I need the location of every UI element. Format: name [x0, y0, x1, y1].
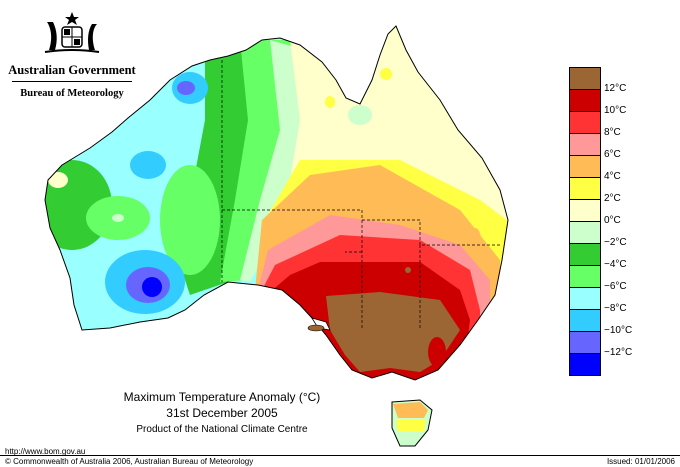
- legend-swatch: [570, 178, 600, 200]
- map-title: Maximum Temperature Anomaly (°C): [123, 390, 321, 404]
- legend-label: −4°C: [604, 259, 627, 270]
- issued-date: Issued: 01/01/2006: [606, 457, 675, 466]
- legend-swatch: [570, 112, 600, 134]
- legend-swatch: [570, 200, 600, 222]
- legend-label: 12°C: [604, 83, 627, 94]
- legend-swatch: [570, 266, 600, 288]
- bureau-name: Bureau of Meteorology: [20, 88, 124, 99]
- legend-label: −6°C: [604, 281, 627, 292]
- kangaroo-island: [307, 324, 325, 332]
- tasmania: [391, 399, 433, 447]
- legend-label: 4°C: [604, 171, 621, 182]
- legend-swatch: [570, 354, 600, 376]
- legend-label: −10°C: [604, 325, 633, 336]
- map-product-line: Product of the National Climate Centre: [136, 424, 308, 435]
- legend-label: −2°C: [604, 237, 627, 248]
- legend-swatch: [570, 310, 600, 332]
- color-scale-legend: [569, 67, 601, 376]
- state-borders: [221, 60, 500, 330]
- legend-swatch: [570, 244, 600, 266]
- legend-swatch: [570, 68, 600, 90]
- legend-label: 2°C: [604, 193, 621, 204]
- commonwealth-coat-of-arms-icon: [44, 12, 100, 53]
- legend-label: −8°C: [604, 303, 627, 314]
- legend-swatch: [570, 90, 600, 112]
- spencer-gulf: [311, 317, 331, 331]
- legend-label: 8°C: [604, 127, 621, 138]
- government-name: Australian Government: [8, 63, 136, 77]
- logo-divider: [12, 81, 132, 82]
- legend-label: 10°C: [604, 105, 627, 116]
- legend-swatch: [570, 156, 600, 178]
- legend-swatch: [570, 134, 600, 156]
- copyright-notice: © Commonwealth of Australia 2006, Austra…: [5, 457, 254, 466]
- bom-url-link[interactable]: http://www.bom.gov.au: [5, 447, 86, 456]
- legend-label: 6°C: [604, 149, 621, 160]
- australia-coastline: [44, 25, 509, 381]
- legend-label: 0°C: [604, 215, 621, 226]
- map-date: 31st December 2005: [166, 406, 278, 420]
- footer-divider: [0, 455, 680, 456]
- legend-swatch: [570, 332, 600, 354]
- bom-logo: Australian Government Bureau of Meteorol…: [8, 10, 136, 99]
- legend-swatch: [570, 222, 600, 244]
- legend-swatch: [570, 288, 600, 310]
- legend-label: −12°C: [604, 347, 633, 358]
